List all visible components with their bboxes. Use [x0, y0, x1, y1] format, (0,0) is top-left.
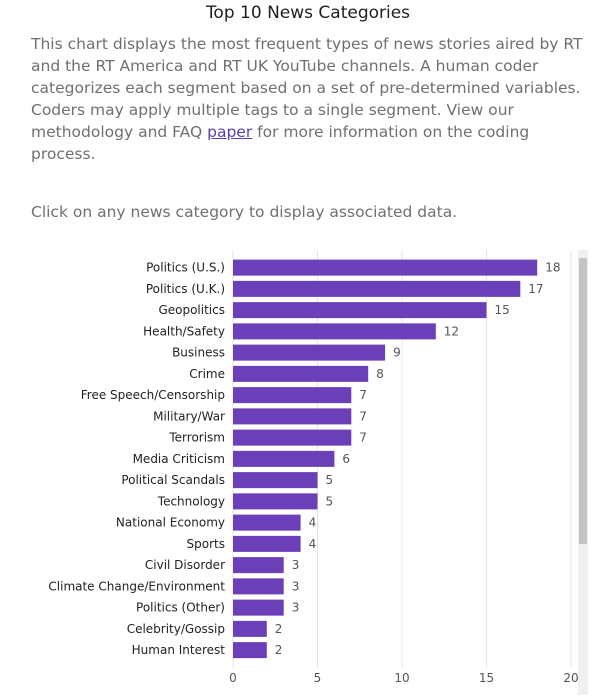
x-tick-label: 10 — [394, 671, 409, 685]
paper-link[interactable]: paper — [207, 123, 253, 141]
data-label: 7 — [359, 431, 367, 445]
click-hint: Click on any news category to display as… — [31, 203, 458, 221]
data-label: 3 — [292, 558, 300, 572]
category-label[interactable]: Geopolitics — [158, 303, 225, 317]
chart-title: Top 10 News Categories — [205, 3, 411, 23]
bar-chart: 0 5 10 15 20 Politics (U.S.) 18 Politics (U.K.)… — [48, 250, 578, 685]
data-label: 6 — [342, 452, 350, 466]
category-label[interactable]: Politics (U.K.) — [146, 282, 225, 296]
scrollbar-thumb[interactable] — [579, 258, 587, 544]
category-label[interactable]: Business — [172, 346, 225, 360]
description-text-end: for more information on the coding proce… — [31, 123, 530, 163]
category-label[interactable]: Politics (Other) — [136, 601, 225, 615]
category-label[interactable]: Military/War — [153, 409, 225, 423]
data-label: 5 — [326, 494, 334, 508]
data-label: 5 — [326, 473, 334, 487]
bar[interactable] — [233, 450, 335, 467]
bar[interactable] — [233, 535, 301, 552]
category-label[interactable]: Civil Disorder — [145, 558, 225, 572]
category-label[interactable]: Media Criticism — [133, 452, 225, 466]
bar[interactable] — [233, 514, 301, 531]
data-label: 9 — [393, 346, 401, 360]
bar[interactable] — [233, 280, 521, 297]
bar[interactable] — [233, 472, 318, 489]
data-label: 2 — [275, 622, 283, 636]
bar[interactable] — [233, 344, 386, 361]
data-label: 3 — [292, 601, 300, 615]
data-label: 12 — [444, 324, 459, 338]
bar[interactable] — [233, 302, 487, 319]
category-label[interactable]: Human Interest — [132, 643, 226, 657]
bar[interactable] — [233, 323, 436, 340]
x-tick-label: 0 — [229, 671, 237, 685]
category-label[interactable]: Political Scandals — [121, 473, 225, 487]
bar[interactable] — [233, 642, 267, 659]
bar[interactable] — [233, 620, 267, 637]
bar[interactable] — [233, 578, 284, 595]
bar[interactable] — [233, 259, 538, 276]
data-label: 18 — [545, 261, 560, 275]
chart-description: This chart displays the most frequent ty… — [31, 33, 591, 165]
bar[interactable] — [233, 429, 352, 446]
data-label: 4 — [309, 516, 317, 530]
category-label[interactable]: Health/Safety — [143, 324, 225, 338]
bar[interactable] — [233, 493, 318, 510]
data-label: 4 — [309, 537, 317, 551]
bar[interactable] — [233, 408, 352, 425]
bar[interactable] — [233, 365, 369, 382]
data-label: 7 — [359, 388, 367, 402]
data-label: 3 — [292, 579, 300, 593]
data-label: 8 — [376, 367, 384, 381]
x-tick-label: 5 — [314, 671, 322, 685]
bar[interactable] — [233, 387, 352, 404]
x-tick-label: 15 — [479, 671, 494, 685]
bar[interactable] — [233, 557, 284, 574]
category-label[interactable]: Sports — [187, 537, 225, 551]
category-label[interactable]: Terrorism — [168, 431, 225, 445]
category-label[interactable]: Technology — [157, 494, 225, 508]
category-label[interactable]: National Economy — [116, 516, 225, 530]
bar[interactable] — [233, 599, 284, 616]
category-label[interactable]: Celebrity/Gossip — [127, 622, 225, 636]
category-label[interactable]: Politics (U.S.) — [146, 261, 225, 275]
description-text: This chart displays the most frequent ty… — [31, 35, 583, 141]
data-label: 2 — [275, 643, 283, 657]
category-label[interactable]: Free Speech/Censorship — [81, 388, 225, 402]
data-label: 17 — [528, 282, 543, 296]
data-label: 15 — [495, 303, 510, 317]
data-label: 7 — [359, 409, 367, 423]
x-tick-label: 20 — [563, 671, 578, 685]
category-label[interactable]: Climate Change/Environment — [48, 579, 225, 593]
category-label[interactable]: Crime — [189, 367, 225, 381]
